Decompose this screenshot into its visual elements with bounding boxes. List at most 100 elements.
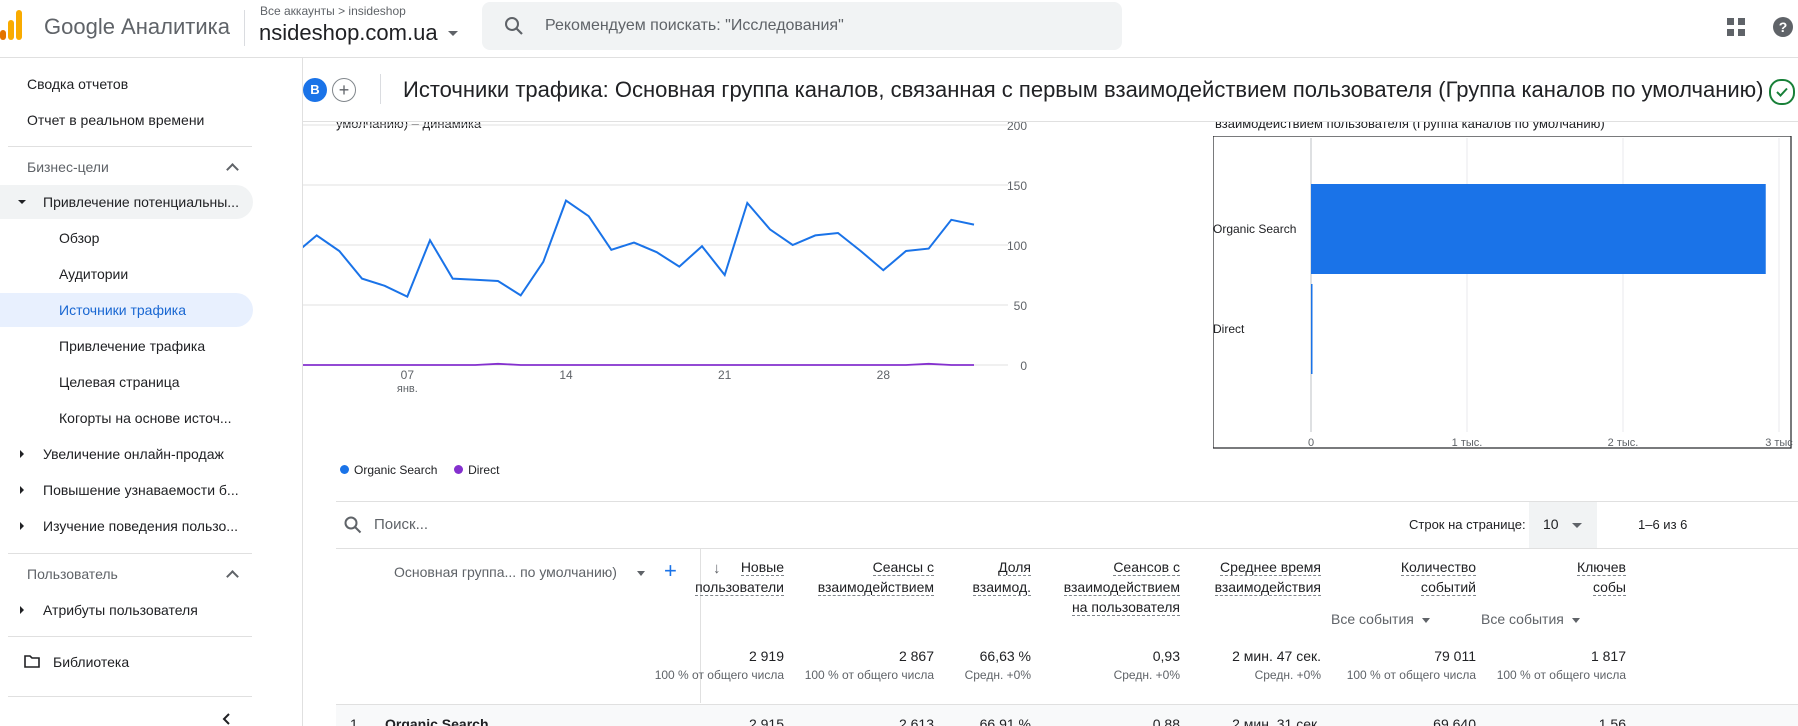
caret-right-icon — [20, 450, 24, 458]
column-header[interactable]: Доля взаимод. — [972, 557, 1031, 597]
legend-label-direct[interactable]: Direct — [468, 462, 500, 477]
sidebar: Сводка отчетов Отчет в реальном времени … — [0, 58, 303, 726]
event-filter-select[interactable]: Все события — [1331, 611, 1430, 627]
folder-icon — [24, 655, 40, 668]
check-mark-icon — [1776, 87, 1788, 97]
sidebar-section-user[interactable]: Пользователь — [0, 557, 253, 591]
series-line-direct[interactable] — [303, 362, 974, 366]
column-total: 2 мин. 47 сек. — [1232, 648, 1321, 664]
event-filter-value: Все события — [1481, 611, 1564, 627]
dimension-selector[interactable]: Основная группа... по умолчанию) — [394, 564, 617, 580]
rows-per-page-label: Строк на странице: — [1409, 517, 1526, 532]
check-icon[interactable] — [1769, 79, 1795, 105]
search-icon — [505, 17, 523, 35]
analytics-logo-icon[interactable] — [0, 8, 24, 40]
x-tick-label: 14 — [559, 368, 573, 382]
brand-name[interactable]: Google Аналитика — [44, 14, 230, 39]
sidebar-item-realtime[interactable]: Отчет в реальном времени — [27, 112, 205, 128]
sidebar-item-reports-snapshot[interactable]: Сводка отчетов — [27, 76, 129, 92]
column-title: взаимодействием — [817, 579, 934, 596]
bar-organic-search[interactable] — [1311, 184, 1766, 274]
column-title: событий — [1420, 579, 1476, 596]
column-header[interactable]: Количество событий — [1400, 557, 1476, 597]
column-title: Ключев — [1576, 559, 1626, 576]
table-cell: 2 915 — [748, 716, 784, 726]
sidebar-item-online-sales[interactable]: Увеличение онлайн-продаж — [0, 437, 253, 471]
sidebar-section-business-goals[interactable]: Бизнес-цели — [0, 150, 239, 184]
column-total-percent: 100 % от общего числа — [1496, 668, 1626, 682]
column-total-percent: Средн. +0% — [1254, 668, 1321, 682]
column-header[interactable]: Новые пользователи — [695, 557, 784, 597]
column-title: собы — [1592, 579, 1626, 596]
legend-label-organic[interactable]: Organic Search — [354, 462, 438, 477]
comparison-badge[interactable]: B — [303, 78, 327, 102]
account-selector[interactable]: nsideshop.com.ua — [259, 20, 438, 45]
sidebar-item-brand-awareness[interactable]: Повышение узнаваемости б... — [0, 473, 253, 507]
add-dimension-button[interactable]: + — [664, 558, 677, 583]
column-total: 2 867 — [898, 648, 934, 664]
column-header[interactable]: Сеансов с взаимодействием на пользователя — [1063, 557, 1180, 617]
chevron-up-icon — [226, 163, 239, 176]
add-comparison-button[interactable]: + — [332, 78, 356, 102]
column-header[interactable]: Сеансы с взаимодействием — [817, 557, 934, 597]
series-line-organic-search[interactable] — [303, 199, 975, 298]
bar-direct[interactable] — [1311, 284, 1313, 374]
chevron-down-icon[interactable] — [637, 571, 645, 576]
sidebar-item-library[interactable]: Библиотека — [0, 645, 253, 679]
column-title: Среднее время — [1220, 559, 1321, 576]
pagination-info: 1–6 из 6 — [1638, 517, 1688, 532]
line-chart[interactable]: 0 50 100 150 200 07 14 21 28 янв. — [303, 122, 1163, 462]
table-toolbar: Поиск... Строк на странице: 10 1–6 из 6 — [336, 501, 1798, 549]
table-cell: 1 56 — [1598, 716, 1626, 726]
sidebar-item-audiences[interactable]: Аудитории — [59, 266, 129, 282]
sidebar-item-landing-page[interactable]: Целевая страница — [59, 374, 180, 390]
page-title: Источники трафика: Основная группа канал… — [403, 77, 1764, 102]
sidebar-item-label: Увеличение онлайн-продаж — [43, 446, 224, 462]
sidebar-item-cohorts[interactable]: Когорты на основе источ... — [59, 410, 232, 426]
caret-right-icon — [20, 522, 24, 530]
sidebar-item-traffic-acquisition[interactable]: Привлечение трафика — [59, 338, 206, 354]
x-tick-label: 2 тыс. — [1608, 437, 1639, 449]
sidebar-item-acquisition-group[interactable]: Привлечение потенциальны... — [0, 185, 253, 219]
bar-chart[interactable]: 0 1 тыс. 2 тыс. 3 тыс Organic Search Direct — [1213, 136, 1798, 456]
sort-arrow-icon[interactable]: ↓ — [713, 560, 721, 577]
search-bar[interactable]: Рекомендуем поискать: "Исследования" — [482, 2, 1122, 50]
chevron-down-icon[interactable] — [448, 31, 458, 36]
table-row[interactable]: 1 Organic Search 2 915 2 613 66,91 % 0,88 2 … — [336, 704, 1798, 726]
rows-per-page-select[interactable]: 10 — [1529, 502, 1597, 548]
sidebar-item-label: Привлечение потенциальны... — [43, 194, 239, 210]
x-tick-month-label: янв. — [397, 383, 418, 395]
sidebar-item-overview[interactable]: Обзор — [59, 230, 100, 246]
rows-per-page-value: 10 — [1543, 516, 1559, 532]
category-label: Direct — [1213, 322, 1245, 336]
column-header[interactable]: Среднее время взаимодействия — [1214, 557, 1321, 597]
table-cell: 69 640 — [1433, 716, 1476, 726]
table-cell: 2 613 — [898, 716, 934, 726]
table-search-input[interactable]: Поиск... — [374, 516, 429, 533]
dimension-column-header: Основная группа... по умолчанию) + — [336, 548, 701, 703]
column-total-percent: Средн. +0% — [964, 668, 1031, 682]
sidebar-item-label: Библиотека — [53, 654, 130, 670]
search-icon — [344, 516, 362, 534]
event-filter-select[interactable]: Все события — [1481, 611, 1580, 627]
x-tick-label: 1 тыс. — [1452, 437, 1483, 449]
column-title: пользователи — [695, 579, 784, 596]
sidebar-item-label: Атрибуты пользователя — [43, 602, 198, 618]
column-header[interactable]: Ключев собы — [1576, 557, 1626, 597]
sidebar-item-user-behavior[interactable]: Изучение поведения пользо... — [0, 509, 253, 543]
account-breadcrumb[interactable]: Все аккаунты > insideshop — [260, 4, 406, 18]
sidebar-item-traffic-sources[interactable]: Источники трафика — [0, 293, 253, 327]
column-title: на пользователя — [1071, 599, 1180, 616]
row-dimension-value[interactable]: Organic Search — [385, 716, 489, 726]
y-tick-label: 0 — [1020, 359, 1027, 373]
legend-dot-direct — [454, 465, 464, 475]
collapse-sidebar-icon[interactable] — [221, 713, 233, 725]
search-input[interactable]: Рекомендуем поискать: "Исследования" — [545, 17, 844, 34]
legend-dot-organic — [340, 465, 349, 475]
category-label: Organic Search — [1213, 222, 1296, 236]
sidebar-item-user-attributes[interactable]: Атрибуты пользователя — [0, 593, 253, 627]
chevron-down-icon — [1421, 617, 1430, 623]
help-icon[interactable]: ? — [1772, 16, 1794, 38]
apps-grid-icon[interactable] — [1726, 17, 1746, 37]
column-total-percent: 100 % от общего числа — [804, 668, 934, 682]
